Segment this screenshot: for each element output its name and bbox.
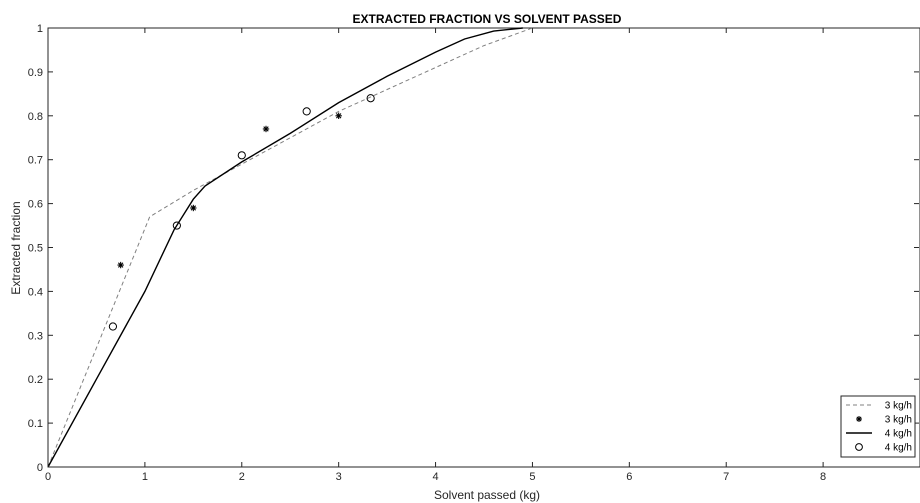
legend-label: 3 kg/h — [885, 401, 912, 412]
x-tick-label: 8 — [820, 471, 826, 483]
series-line-0 — [47, 27, 533, 468]
series-line-2 — [47, 27, 523, 468]
legend-label: 4 kg/h — [885, 429, 912, 440]
y-tick-label: 0.5 — [28, 243, 43, 255]
x-tick-label: 3 — [336, 471, 342, 483]
data-point-circle — [366, 94, 375, 103]
data-point-circle — [302, 107, 311, 116]
legend-box — [840, 395, 916, 458]
legend: 3 kg/h 3 kg/h 4 kg/h 4 kg/h — [840, 395, 916, 458]
series-layer — [47, 27, 533, 468]
plot-frame — [47, 27, 920, 468]
y-tick-label: 0.9 — [28, 67, 43, 79]
y-tick-label: 0.8 — [28, 111, 43, 123]
x-tick-label: 4 — [432, 471, 438, 483]
data-point-circle — [172, 221, 181, 230]
legend-label: 3 kg/h — [885, 415, 912, 426]
data-point-asterisk — [335, 112, 342, 119]
x-axis-label: Solvent passed (kg) — [434, 488, 540, 502]
x-tick-label: 1 — [142, 471, 148, 483]
legend-circle-sample — [855, 443, 863, 451]
tick-layer: 0 1 2 3 4 5 6 7 8 0 0.1 0.2 0.3 0.4 0.5 0.6 0.7 0.8 0.9 1 — [28, 23, 919, 483]
y-tick-label: 0.6 — [28, 199, 43, 211]
data-point-asterisk — [190, 204, 197, 212]
x-tick-label: 6 — [626, 471, 632, 483]
data-point-asterisk — [262, 125, 270, 133]
data-point-circle — [237, 151, 246, 160]
legend-label: 4 kg/h — [885, 443, 912, 454]
y-tick-label: 0 — [37, 462, 43, 474]
y-tick-label: 0.3 — [28, 330, 43, 342]
x-tick-label: 5 — [529, 471, 535, 483]
data-point-circle — [108, 322, 118, 331]
y-tick-label: 0.4 — [28, 286, 43, 298]
data-point-asterisk — [117, 261, 124, 269]
x-tick-label: 7 — [723, 471, 729, 483]
chart-title: EXTRACTED FRACTION VS SOLVENT PASSED — [353, 12, 622, 26]
y-axis-label: Extracted fraction — [9, 201, 23, 294]
x-tick-label: 2 — [239, 471, 245, 483]
y-tick-label: 0.1 — [28, 418, 43, 430]
y-tick-label: 0.2 — [28, 374, 43, 386]
y-tick-label: 0.7 — [28, 155, 43, 167]
y-tick-label: 1 — [37, 23, 43, 35]
legend-asterisk-sample — [856, 416, 862, 422]
plot-area — [47, 27, 920, 468]
x-tick-label: 0 — [45, 471, 51, 483]
